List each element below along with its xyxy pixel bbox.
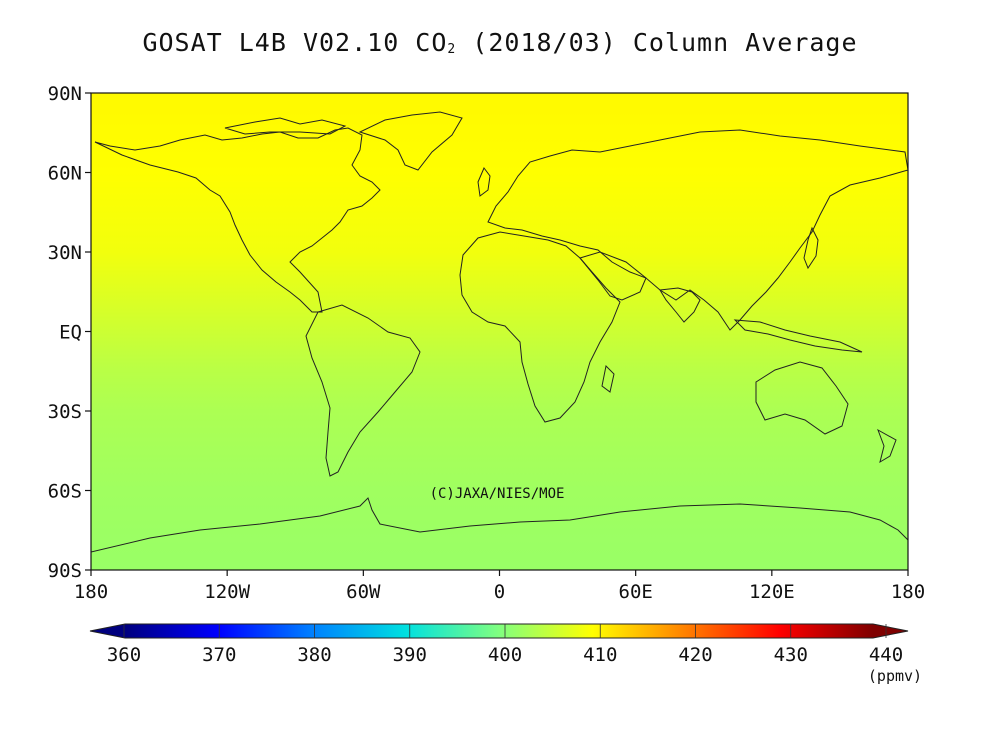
colorbar-tick-label: 370: [202, 644, 236, 666]
co2-field: [91, 93, 908, 570]
colorbar-tick-label: 400: [488, 644, 522, 666]
lat-tick-label: 90N: [48, 83, 82, 105]
lon-tick-label: 120W: [204, 581, 250, 603]
coastline-uk: [477, 167, 491, 197]
chart-title: GOSAT L4B V02.10 CO2 (2018/03) Column Av…: [142, 28, 858, 57]
coastline-south-america: [305, 304, 421, 477]
colorbar-bar: [89, 623, 909, 639]
colorbar: 360 370 380 390 400 410 420 430 440 (ppmv): [89, 623, 922, 685]
lon-tick-label: 60E: [619, 581, 653, 603]
colorbar-unit: (ppmv): [868, 667, 922, 685]
colorbar-tick-label: 440: [869, 644, 903, 666]
lat-tick-label: 30N: [48, 242, 82, 264]
colorbar-tick-label: 380: [297, 644, 331, 666]
coastline-southeast-asia: [733, 319, 863, 353]
coastline-north-america: [94, 127, 381, 313]
latitude-axis: 90N 60N 30N EQ 30S 60S 90S: [48, 83, 91, 582]
colorbar-tick-label: 430: [774, 644, 808, 666]
coastline-india: [659, 287, 701, 323]
coastline-africa: [459, 231, 621, 423]
colorbar-tick-label: 390: [393, 644, 427, 666]
coastline-arctic-islands: [224, 117, 347, 135]
colorbar-tick-label: 360: [107, 644, 141, 666]
coastline-greenland: [358, 111, 463, 171]
coastline-japan: [803, 226, 819, 270]
lon-tick-label: 180: [891, 581, 925, 603]
lon-tick-label: 60W: [346, 581, 381, 603]
credit-label: (C)JAXA/NIES/MOE: [430, 486, 565, 502]
coastlines: [91, 111, 908, 553]
colorbar-tick-label: 410: [583, 644, 617, 666]
lat-tick-label: EQ: [59, 322, 82, 344]
lat-tick-label: 60N: [48, 163, 82, 185]
colorbar-tick-label: 420: [678, 644, 712, 666]
lat-tick-label: 90S: [48, 560, 82, 582]
coastline-madagascar: [601, 364, 615, 393]
lon-tick-label: 120E: [749, 581, 795, 603]
coastline-europe-asia: [487, 129, 908, 331]
longitude-axis: 180 120W 60W 0 60E 120E 180: [74, 570, 925, 603]
lat-tick-label: 60S: [48, 481, 82, 503]
lon-tick-label: 180: [74, 581, 108, 603]
coastline-antarctica: [91, 497, 908, 553]
colorbar-ticks: 360 370 380 390 400 410 420 430 440: [107, 624, 903, 666]
coastline-new-zealand: [877, 428, 897, 464]
map-plot-area: (C)JAXA/NIES/MOE: [90, 92, 909, 571]
lon-tick-label: 0: [494, 581, 505, 603]
coastline-arabia: [579, 251, 647, 301]
lat-tick-label: 30S: [48, 401, 82, 423]
coastline-australia: [755, 361, 849, 435]
